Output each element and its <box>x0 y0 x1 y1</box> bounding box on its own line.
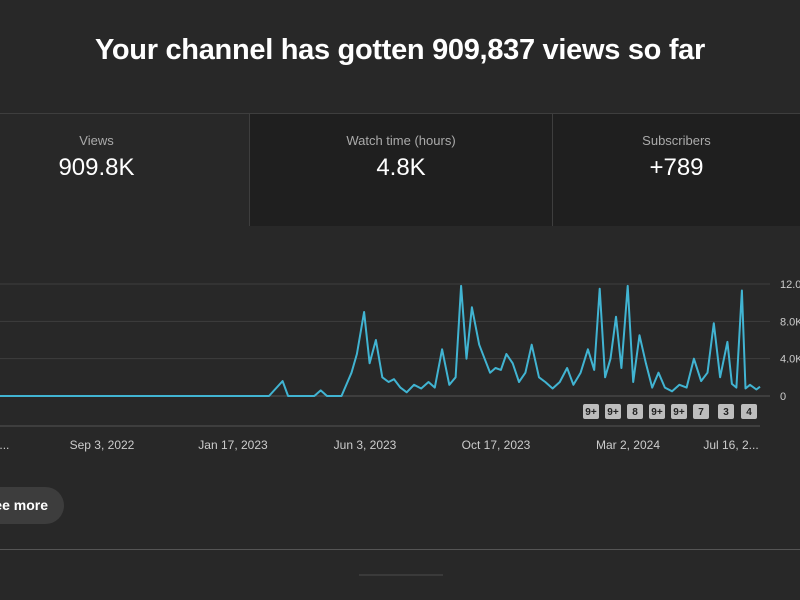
annotation-marker <box>718 404 734 419</box>
stat-card-subscribers[interactable]: Subscribers +789 <box>553 114 800 226</box>
stat-card-watch-time[interactable]: Watch time (hours) 4.8K <box>250 114 553 226</box>
stat-label: Views <box>79 133 114 148</box>
stat-card-views[interactable]: Views 909.8K <box>0 114 250 226</box>
annotation-marker-label: 8 <box>632 407 638 418</box>
y-tick-label: 12.0K <box>780 279 800 291</box>
annotation-marker-label: 9+ <box>607 407 619 418</box>
annotation-marker <box>693 404 709 419</box>
annotation-marker-label: 7 <box>698 407 704 418</box>
stat-label: Watch time (hours) <box>346 133 456 148</box>
annotation-marker-label: 9+ <box>651 407 663 418</box>
annotation-marker <box>649 404 665 419</box>
annotation-marker-label: 4 <box>746 407 752 418</box>
annotation-marker-label: 3 <box>723 407 729 418</box>
views-line-chart[interactable]: 0 4.0K 8.0K 12.0K Apr 19, 2... Sep 3, 2022 Jan… <box>0 230 800 470</box>
divider <box>0 549 800 550</box>
annotation-marker-label: 9+ <box>585 407 597 418</box>
annotation-marker <box>583 404 599 419</box>
y-tick-label: 8.0K <box>780 316 800 328</box>
page-title: Your channel has gotten 909,837 views so… <box>95 34 705 66</box>
x-tick-label: Jan 17, 2023 <box>198 438 268 452</box>
stats-row: Views 909.8K Watch time (hours) 4.8K Sub… <box>0 114 800 226</box>
x-tick-label: Apr 19, 2... <box>0 438 9 452</box>
annotation-marker <box>741 404 757 419</box>
stat-value: +789 <box>649 154 704 181</box>
x-tick-label: Jul 16, 2... <box>703 438 758 452</box>
stat-label: Subscribers <box>642 133 711 148</box>
x-tick-label: Sep 3, 2022 <box>70 438 135 452</box>
y-tick-label: 4.0K <box>780 354 800 366</box>
annotation-marker <box>605 404 621 419</box>
stat-value: 4.8K <box>376 154 426 181</box>
stat-value: 909.8K <box>58 154 135 181</box>
annotation-marker <box>671 404 687 419</box>
views-series-line <box>0 284 761 397</box>
scroll-handle[interactable] <box>359 574 443 576</box>
x-tick-label: Jun 3, 2023 <box>334 438 397 452</box>
divider <box>0 113 800 114</box>
annotation-marker-label: 9+ <box>673 407 685 418</box>
annotation-marker <box>627 404 643 419</box>
y-tick-label: 0 <box>780 391 786 403</box>
see-more-button[interactable]: See more <box>0 487 64 524</box>
x-tick-label: Mar 2, 2024 <box>596 438 660 452</box>
x-tick-label: Oct 17, 2023 <box>462 438 531 452</box>
